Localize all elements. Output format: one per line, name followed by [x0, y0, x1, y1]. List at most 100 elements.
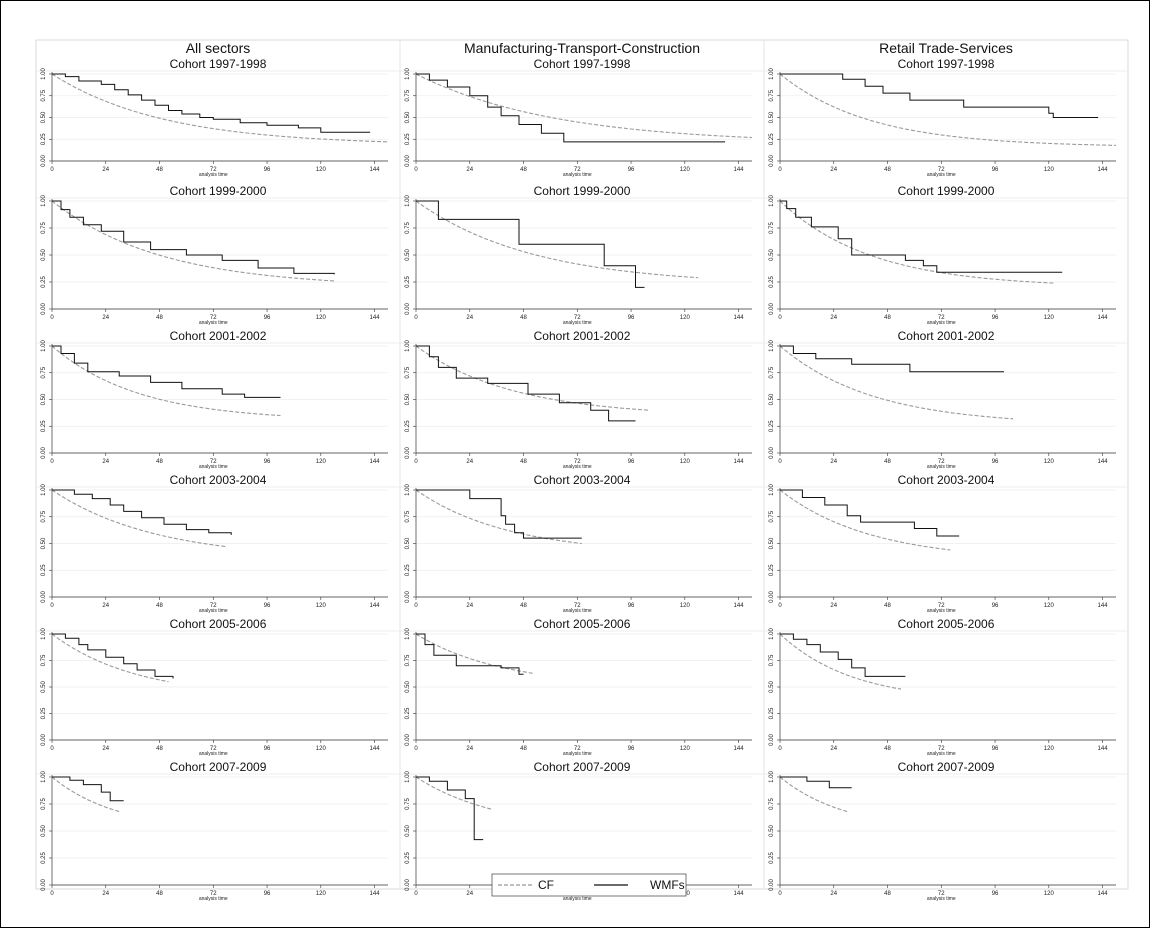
y-tick-label: 0.75 — [769, 366, 775, 378]
x-axis-label: analysis time — [927, 896, 956, 902]
panel-r2-c0: Cohort 2001-2002 0.00 0.25 0.50 0.75 1.00 0 24 4… — [36, 329, 400, 470]
y-tick-label: 1.00 — [405, 68, 411, 80]
x-tick-label: 0 — [414, 459, 418, 465]
x-tick-label: 120 — [680, 315, 691, 321]
y-tick-label: 0.50 — [405, 111, 411, 123]
x-tick-label: 72 — [210, 746, 217, 752]
y-tick-label: 1.00 — [769, 340, 775, 352]
panel-title: Cohort 1999-2000 — [170, 184, 267, 198]
x-axis-label: analysis time — [199, 608, 228, 614]
x-tick-label: 48 — [884, 891, 891, 897]
y-tick-label: 0.50 — [41, 393, 47, 405]
x-tick-label: 72 — [210, 167, 217, 173]
cf-survival-line — [415, 776, 493, 810]
x-tick-label: 96 — [992, 603, 999, 609]
x-tick-label: 144 — [1098, 746, 1109, 752]
x-axis-label: analysis time — [563, 751, 592, 757]
x-tick-label: 24 — [466, 167, 473, 173]
legend-box — [491, 873, 687, 897]
x-tick-label: 144 — [734, 459, 745, 465]
x-tick-label: 0 — [50, 603, 54, 609]
panel-r0-c2: Cohort 1997-1998 0.00 0.25 0.50 0.75 1.00 0 24 4… — [764, 57, 1128, 178]
y-tick-label: 0.50 — [405, 249, 411, 261]
y-tick-label: 1.00 — [41, 340, 47, 352]
x-tick-label: 96 — [264, 891, 271, 897]
panel-r1-c1: Cohort 1999-2000 0.00 0.25 0.50 0.75 1.00 0 24 4… — [400, 184, 764, 326]
y-tick-label: 0.25 — [405, 276, 411, 288]
y-tick-label: 0.50 — [41, 681, 47, 693]
cf-survival-line — [415, 345, 650, 411]
x-tick-label: 0 — [50, 746, 54, 752]
x-axis-label: analysis time — [199, 172, 228, 178]
x-tick-label: 120 — [316, 167, 327, 173]
panel-r5-c0: Cohort 2007-2009 0.00 0.25 0.50 0.75 1.00 0 24 4… — [36, 760, 400, 902]
y-tick-label: 0.25 — [41, 420, 47, 432]
panel-r5-c1: Cohort 2007-20090.000.250.500.751.000244… — [400, 760, 764, 902]
y-tick-label: 0.75 — [41, 366, 47, 378]
panel-r0-c0: Cohort 1997-1998 0.00 0.25 0.50 0.75 1.00 0 24 4… — [36, 57, 400, 178]
y-tick-label: 0.25 — [769, 852, 775, 864]
x-tick-label: 144 — [734, 746, 745, 752]
y-tick-label: 0.75 — [405, 366, 411, 378]
column-title: Manufacturing-Transport-Construction — [464, 40, 700, 56]
x-tick-label: 24 — [466, 746, 473, 752]
panel-title: Cohort 2005-2006 — [170, 617, 267, 631]
y-tick-label: 0.25 — [769, 133, 775, 145]
x-tick-label: 24 — [830, 891, 837, 897]
cf-survival-line — [415, 73, 753, 139]
x-tick-label: 72 — [210, 603, 217, 609]
x-tick-label: 24 — [102, 167, 109, 173]
legend: CF WMFs — [491, 873, 687, 897]
cf-survival-line — [51, 489, 227, 548]
panel-title: Cohort 1997-1998 — [170, 57, 267, 71]
x-tick-label: 72 — [210, 891, 217, 897]
x-tick-label: 144 — [370, 746, 381, 752]
x-tick-label: 144 — [370, 315, 381, 321]
y-tick-label: 1.00 — [405, 484, 411, 496]
x-axis-label: analysis time — [927, 172, 956, 178]
cf-survival-line — [779, 489, 951, 551]
y-tick-label: 1.00 — [405, 340, 411, 352]
x-tick-label: 144 — [1098, 603, 1109, 609]
x-tick-label: 72 — [210, 315, 217, 321]
wmf-survival-line — [52, 489, 232, 535]
x-tick-label: 0 — [50, 891, 54, 897]
cf-survival-line — [51, 200, 335, 282]
wmf-survival-line — [780, 200, 1063, 273]
y-tick-label: 0.25 — [769, 276, 775, 288]
x-tick-label: 72 — [574, 459, 581, 465]
x-tick-label: 72 — [938, 746, 945, 752]
x-tick-label: 120 — [680, 167, 691, 173]
x-tick-label: 96 — [264, 459, 271, 465]
cf-survival-line — [51, 73, 389, 143]
x-tick-label: 72 — [210, 459, 217, 465]
x-tick-label: 144 — [370, 459, 381, 465]
y-tick-label: 0.50 — [41, 537, 47, 549]
x-tick-label: 24 — [466, 891, 473, 897]
wmf-survival-line — [780, 776, 852, 789]
x-tick-label: 96 — [264, 603, 271, 609]
legend-label-wmfs: WMFs — [650, 878, 685, 892]
x-tick-label: 120 — [680, 746, 691, 752]
x-tick-label: 48 — [156, 746, 163, 752]
y-tick-label: 0.25 — [41, 852, 47, 864]
x-tick-label: 48 — [884, 459, 891, 465]
x-tick-label: 48 — [520, 746, 527, 752]
wmf-survival-line — [52, 633, 174, 679]
x-tick-label: 96 — [992, 315, 999, 321]
x-axis-label: analysis time — [563, 896, 592, 902]
panel-title: Cohort 1997-1998 — [898, 57, 995, 71]
y-tick-label: 0.75 — [769, 89, 775, 101]
y-tick-label: 0.75 — [769, 654, 775, 666]
panel-title: Cohort 1997-1998 — [534, 57, 631, 71]
x-tick-label: 72 — [574, 167, 581, 173]
cf-survival-line — [51, 345, 281, 417]
y-tick-label: 0.00 — [41, 155, 47, 167]
x-tick-label: 144 — [734, 315, 745, 321]
y-tick-label: 0.50 — [769, 825, 775, 837]
y-tick-label: 0.00 — [769, 155, 775, 167]
x-tick-label: 144 — [734, 167, 745, 173]
x-tick-label: 48 — [156, 315, 163, 321]
y-tick-label: 0.50 — [41, 825, 47, 837]
